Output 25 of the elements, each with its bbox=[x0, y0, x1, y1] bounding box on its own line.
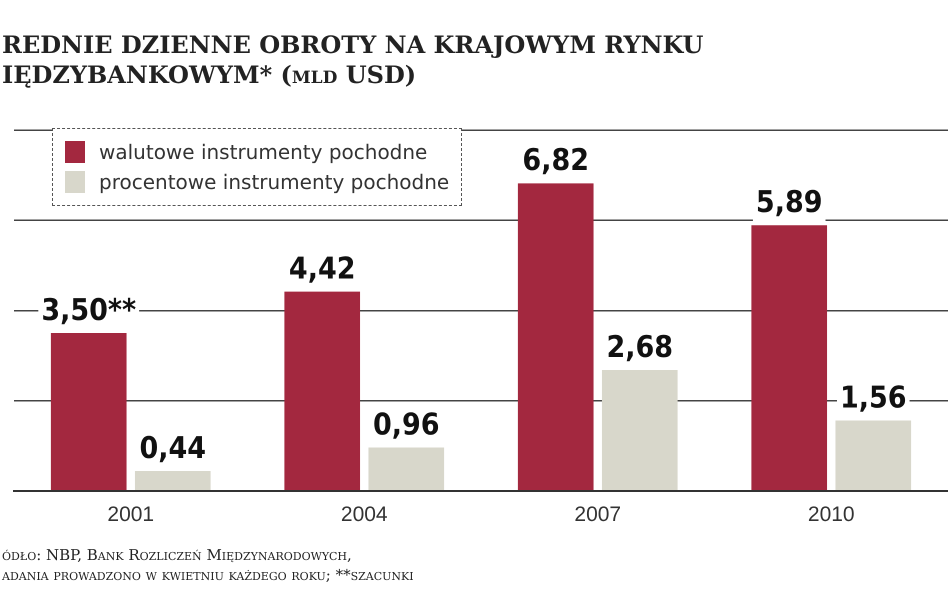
data-label: 6,82 bbox=[522, 143, 590, 178]
text: adania prowadzono w kwietniu każdego roku; **szacunki bbox=[2, 565, 414, 585]
data-label: 4,42 bbox=[288, 251, 356, 286]
bar bbox=[602, 370, 678, 490]
data-label: 0,44 bbox=[139, 430, 206, 466]
bar bbox=[835, 420, 912, 490]
data-label: 3,50** bbox=[41, 292, 136, 328]
data-label: 2,68 bbox=[606, 330, 674, 365]
data-label: 0,96 bbox=[372, 407, 440, 442]
x-tick-label: 2007 bbox=[574, 503, 622, 526]
x-tick-label: 2001 bbox=[107, 503, 154, 526]
legend-label: walutowe instrumenty pochodne bbox=[99, 140, 428, 164]
chart-title: REDNIE DZIENNE OBROTY NA KRAJOWYM RYNKU IĘDZYBANKOWYM* (mld USD) bbox=[2, 30, 704, 90]
bar bbox=[751, 225, 828, 490]
bar bbox=[368, 448, 444, 490]
bar bbox=[134, 470, 211, 490]
bar bbox=[518, 183, 594, 490]
legend-label: procentowe instrumenty pochodne bbox=[99, 170, 450, 194]
x-tick-label: 2010 bbox=[808, 503, 855, 526]
data-label: 5,89 bbox=[756, 185, 823, 220]
bar bbox=[284, 292, 360, 490]
x-tick-label: 2004 bbox=[340, 503, 388, 526]
text: ódło: NBP, Bank Rozliczeń Międzynarodowych, bbox=[2, 545, 353, 565]
bar bbox=[50, 333, 127, 490]
data-label: 1,56 bbox=[840, 380, 907, 416]
